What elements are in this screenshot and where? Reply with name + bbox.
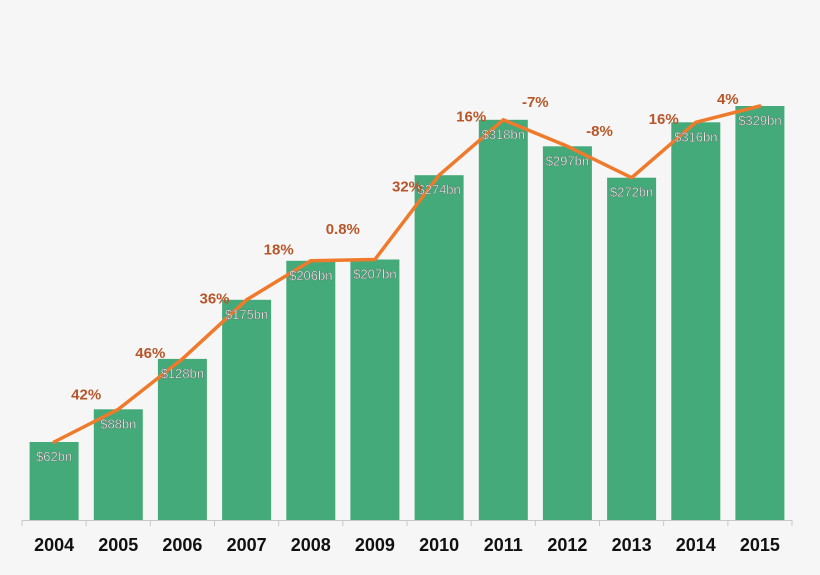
bars-layer [29,106,785,521]
bar-value-label-2011: $318bn [482,127,525,142]
x-tick-label-2005: 2005 [98,535,138,555]
bar-value-label-2004: $62bn [36,449,72,464]
bar-2012 [542,146,592,521]
bar-value-label-2008: $206bn [289,268,332,283]
growth-label-2005: 42% [71,387,101,404]
bar-2005 [93,409,143,520]
bar-2010 [414,175,464,520]
x-tick-label-2012: 2012 [547,535,587,555]
growth-label-2007: 36% [199,290,229,307]
growth-label-2008: 18% [264,241,294,258]
bar-2015 [735,106,785,520]
x-tick-label-2004: 2004 [34,535,74,555]
bar-2008 [286,260,336,520]
growth-label-2006: 46% [135,345,165,362]
bar-value-label-2007: $175bn [225,307,268,322]
bar-value-label-2010: $274bn [417,182,460,197]
bar-value-label-2009: $207bn [353,267,396,282]
x-axis [21,520,793,526]
bar-2009 [350,259,400,520]
x-tick-label-2007: 2007 [227,535,267,555]
bar-2007 [222,299,272,520]
growth-label-2011: 16% [456,109,486,126]
growth-label-2015: 4% [717,91,739,108]
x-tick-label-2013: 2013 [612,535,652,555]
x-tick-label-2010: 2010 [419,535,459,555]
growth-label-2009: 0.8% [326,221,360,238]
x-tick-label-2011: 2011 [484,535,523,555]
bar-2014 [671,122,721,521]
bar-value-label-2014: $316bn [674,129,717,144]
bar-value-label-2006: $128bn [161,366,204,381]
bar-2004 [29,442,79,520]
growth-label-2013: -8% [586,123,613,140]
growth-line-layer [52,104,762,444]
bar-value-label-2012: $297bn [546,153,589,168]
bar-2013 [607,177,657,520]
x-tick-label-2009: 2009 [355,535,395,555]
bar-2006 [157,358,207,520]
growth-line [52,104,762,444]
growth-label-2014: 16% [649,111,679,128]
bar-2011 [478,119,528,521]
growth-label-2010: 32% [392,178,422,195]
bar-value-label-2005: $88bn [100,416,136,431]
growth-label-2012: -7% [522,94,549,111]
x-tick-label-2015: 2015 [740,535,780,555]
bar-value-label-2013: $272bn [610,185,653,200]
x-tick-label-2008: 2008 [291,535,331,555]
labels-layer: 2004 2005 2006 2007 2008 2009 2010 2011 2012 2013… [34,91,782,555]
x-tick-label-2014: 2014 [676,535,716,555]
x-tick-label-2006: 2006 [162,535,202,555]
bar-value-label-2015: $329bn [738,113,781,128]
